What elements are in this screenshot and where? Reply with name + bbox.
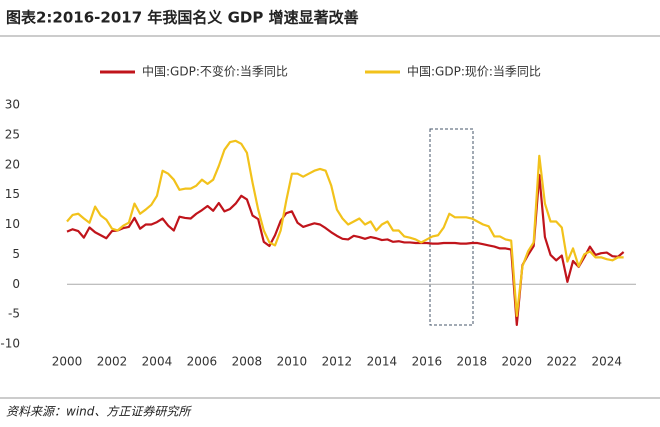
y-tick-label: 10: [5, 217, 20, 231]
chart-title: 图表2:2016-2017 年我国名义 GDP 增速显著改善: [6, 9, 359, 27]
x-tick-label: 2022: [547, 355, 578, 369]
x-tick-label: 2020: [502, 355, 533, 369]
x-tick-label: 2000: [52, 355, 83, 369]
x-tick-label: 2004: [142, 355, 173, 369]
x-tick-label: 2002: [97, 355, 128, 369]
y-tick-label: 25: [5, 127, 20, 141]
x-tick-label: 2014: [367, 355, 398, 369]
series-line: [66, 173, 625, 326]
source-note: 资料来源：wind、方正证券研究所: [6, 405, 192, 419]
series-line: [66, 139, 624, 318]
legend-label: 中国:GDP:不变价:当季同比: [142, 64, 288, 79]
highlight-box: [429, 128, 474, 326]
y-tick-label: 0: [12, 277, 20, 291]
y-tick-label: 5: [12, 247, 20, 261]
y-tick-label: 20: [5, 157, 20, 171]
x-tick-label: 2012: [322, 355, 353, 369]
legend-label: 中国:GDP:现价:当季同比: [407, 64, 541, 79]
y-tick-label: -5: [8, 307, 20, 321]
x-tick-label: 2018: [457, 355, 488, 369]
y-tick-label: 30: [5, 98, 20, 112]
y-tick-label: 15: [5, 187, 20, 201]
x-tick-label: 2024: [591, 355, 622, 369]
y-tick-label: -10: [0, 337, 20, 351]
x-tick-label: 2006: [187, 355, 218, 369]
x-tick-label: 2016: [412, 355, 443, 369]
x-tick-label: 2008: [232, 355, 263, 369]
x-tick-label: 2010: [277, 355, 308, 369]
